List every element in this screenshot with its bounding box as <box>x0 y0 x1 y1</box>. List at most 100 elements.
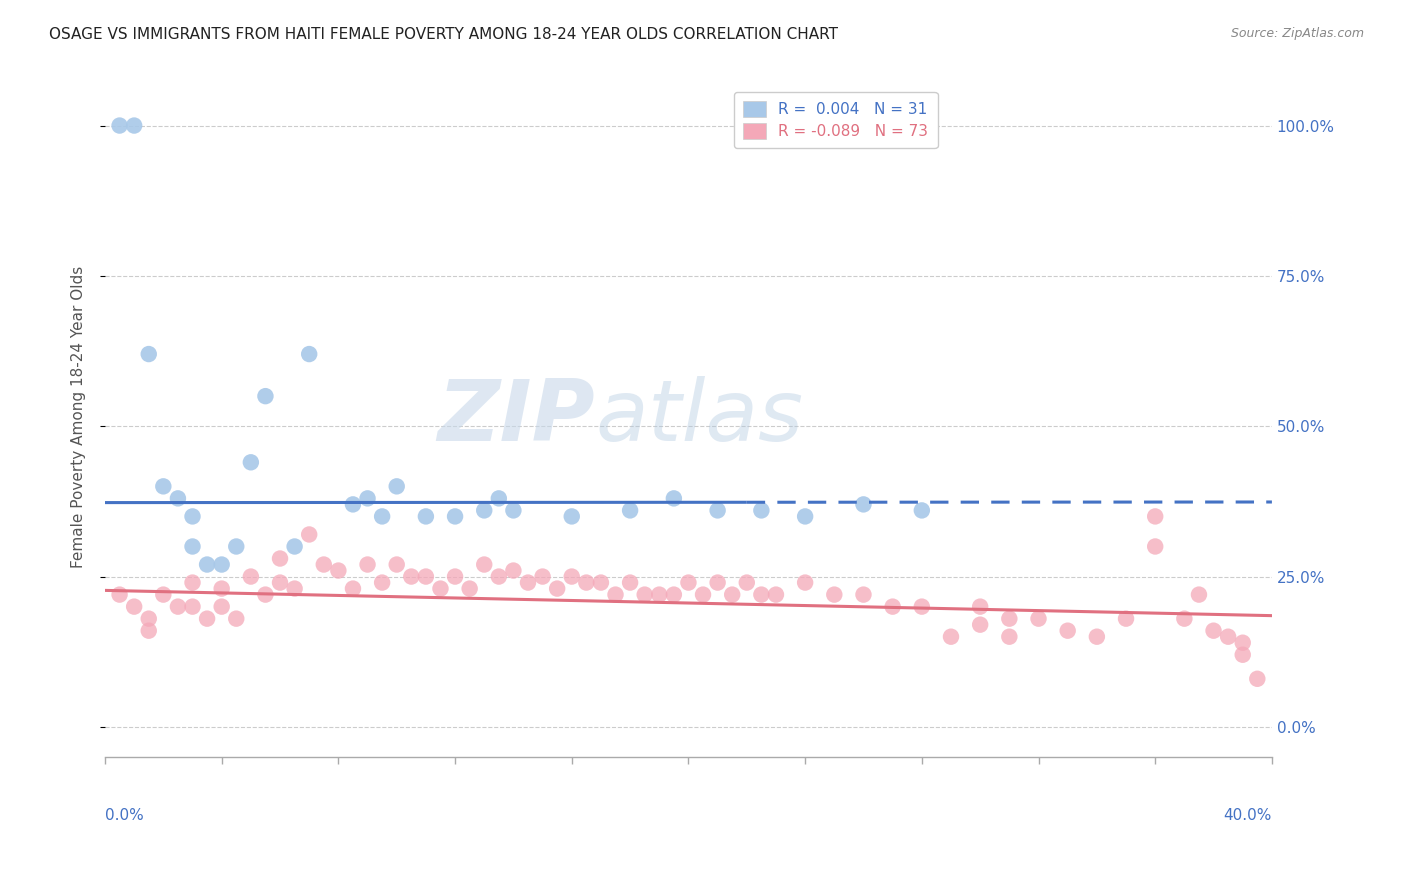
Point <box>458 582 481 596</box>
Point <box>488 491 510 506</box>
Point <box>1115 612 1137 626</box>
Point <box>1085 630 1108 644</box>
Point <box>429 582 451 596</box>
Point <box>181 509 204 524</box>
Point <box>561 509 583 524</box>
Point <box>415 569 437 583</box>
Point <box>108 119 131 133</box>
Point <box>342 497 364 511</box>
Point <box>751 588 773 602</box>
Point <box>969 599 991 614</box>
Point <box>939 630 962 644</box>
Point <box>138 612 160 626</box>
Legend: R =  0.004   N = 31, R = -0.089   N = 73: R = 0.004 N = 31, R = -0.089 N = 73 <box>734 92 938 148</box>
Point <box>531 569 554 583</box>
Point <box>794 509 817 524</box>
Point <box>619 575 641 590</box>
Point <box>356 491 378 506</box>
Point <box>167 491 190 506</box>
Point <box>211 582 233 596</box>
Point <box>181 540 204 554</box>
Point <box>371 575 394 590</box>
Point <box>385 558 408 572</box>
Point <box>356 558 378 572</box>
Point <box>269 575 291 590</box>
Point <box>589 575 612 590</box>
Point <box>735 575 758 590</box>
Point <box>882 599 904 614</box>
Point <box>284 540 307 554</box>
Point <box>575 575 598 590</box>
Point <box>138 624 160 638</box>
Point <box>706 575 728 590</box>
Point <box>152 588 174 602</box>
Point <box>239 569 262 583</box>
Point <box>692 588 714 602</box>
Text: Source: ZipAtlas.com: Source: ZipAtlas.com <box>1230 27 1364 40</box>
Point <box>167 599 190 614</box>
Point <box>152 479 174 493</box>
Point <box>1144 540 1167 554</box>
Point <box>1028 612 1050 626</box>
Y-axis label: Female Poverty Among 18-24 Year Olds: Female Poverty Among 18-24 Year Olds <box>72 266 86 568</box>
Point <box>371 509 394 524</box>
Point <box>1173 612 1195 626</box>
Point <box>1232 636 1254 650</box>
Point <box>298 347 321 361</box>
Point <box>1232 648 1254 662</box>
Point <box>1216 630 1239 644</box>
Point <box>385 479 408 493</box>
Point <box>619 503 641 517</box>
Point <box>225 612 247 626</box>
Point <box>546 582 568 596</box>
Point <box>706 503 728 517</box>
Point <box>823 588 845 602</box>
Point <box>284 582 307 596</box>
Point <box>1246 672 1268 686</box>
Point <box>181 575 204 590</box>
Point <box>605 588 627 602</box>
Text: atlas: atlas <box>595 376 803 458</box>
Point <box>1188 588 1211 602</box>
Point <box>444 509 467 524</box>
Point <box>415 509 437 524</box>
Point <box>794 575 817 590</box>
Point <box>444 569 467 583</box>
Point <box>472 558 495 572</box>
Point <box>852 497 875 511</box>
Point <box>765 588 787 602</box>
Point <box>195 558 218 572</box>
Point <box>401 569 423 583</box>
Point <box>998 630 1021 644</box>
Point <box>648 588 671 602</box>
Point <box>911 503 934 517</box>
Text: 0.0%: 0.0% <box>105 808 143 823</box>
Point <box>211 558 233 572</box>
Point <box>269 551 291 566</box>
Point <box>998 612 1021 626</box>
Point <box>502 564 524 578</box>
Point <box>108 588 131 602</box>
Point <box>517 575 540 590</box>
Text: ZIP: ZIP <box>437 376 595 458</box>
Point <box>239 455 262 469</box>
Point <box>122 599 145 614</box>
Point <box>342 582 364 596</box>
Point <box>1202 624 1225 638</box>
Point <box>634 588 657 602</box>
Text: OSAGE VS IMMIGRANTS FROM HAITI FEMALE POVERTY AMONG 18-24 YEAR OLDS CORRELATION : OSAGE VS IMMIGRANTS FROM HAITI FEMALE PO… <box>49 27 838 42</box>
Point <box>195 612 218 626</box>
Point <box>969 617 991 632</box>
Point <box>561 569 583 583</box>
Point <box>298 527 321 541</box>
Point <box>1144 509 1167 524</box>
Point <box>472 503 495 517</box>
Point <box>254 389 277 403</box>
Point <box>721 588 744 602</box>
Point <box>911 599 934 614</box>
Point <box>1056 624 1078 638</box>
Point <box>225 540 247 554</box>
Point <box>852 588 875 602</box>
Point <box>122 119 145 133</box>
Point <box>181 599 204 614</box>
